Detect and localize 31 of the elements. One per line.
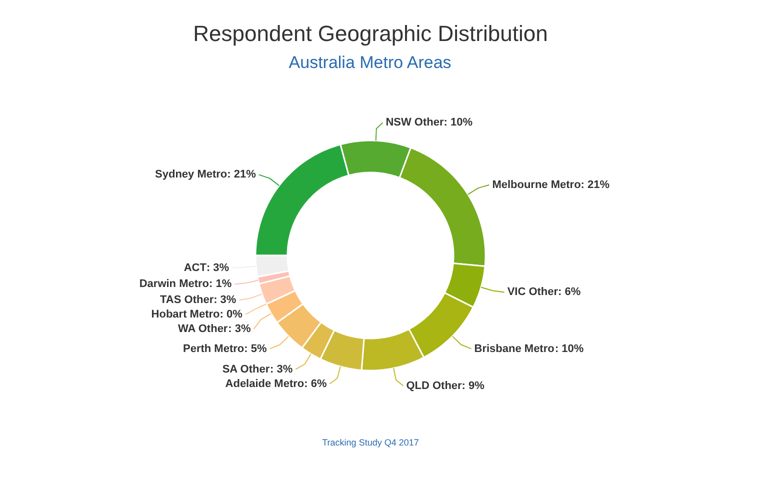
slice-label: ACT: [184, 262, 207, 274]
slice-label: NSW Other: [386, 116, 444, 129]
data-label: : 3%: [228, 323, 251, 336]
chart-title: Respondent Geographic Distribution: [193, 21, 548, 46]
slice-label: WA Other: [178, 323, 228, 336]
slice-label: Melbourne Metro: [492, 178, 582, 191]
data-label: : 10%: [554, 342, 584, 355]
data-label: : 3%: [206, 262, 230, 274]
slice-label: VIC Other: [507, 286, 559, 298]
text: : 0%: [220, 308, 242, 321]
data-label: : 3%: [214, 294, 236, 306]
data-label: : 10%: [444, 116, 473, 129]
slice-label: TAS Other: [160, 294, 214, 306]
slice-label: Perth Metro: [182, 342, 244, 355]
data-label: : 5%: [244, 342, 267, 355]
data-label: : 1%: [209, 278, 232, 290]
slice-label: QLD Other: [406, 380, 463, 392]
slice-label: Adelaide Metro: [225, 378, 304, 390]
data-label: : 6%: [304, 378, 327, 390]
slice-label: Sydney Metro: [155, 168, 228, 181]
text: Tracking Study Q4 2017: [322, 438, 419, 448]
data-label: : 6%: [558, 286, 581, 298]
slice-label: Darwin Metro: [139, 278, 210, 290]
slice-label: SA Other: [222, 363, 270, 376]
data-label: : 3%: [270, 363, 293, 376]
legend-label: Hobart Metro: [151, 308, 220, 321]
data-label: : 9%: [462, 380, 485, 392]
slice-label: Brisbane Metro: [474, 342, 555, 355]
chart-subtitle: Australia Metro Areas: [288, 53, 452, 72]
data-label: : 21%: [227, 168, 256, 181]
data-label: : 21%: [580, 178, 610, 191]
